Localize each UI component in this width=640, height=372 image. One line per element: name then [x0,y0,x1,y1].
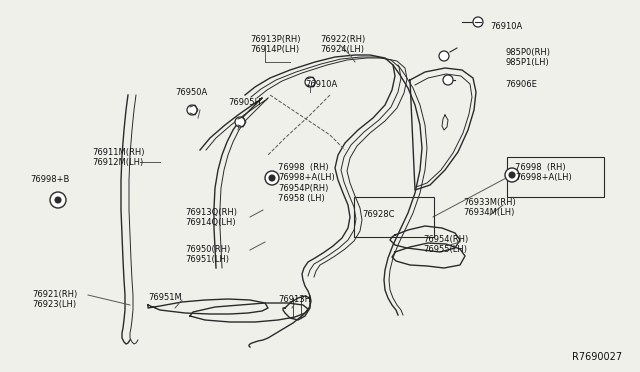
Circle shape [235,117,245,127]
Circle shape [509,172,515,178]
Text: 76910A: 76910A [305,80,337,89]
Circle shape [505,168,519,182]
Text: 76950(RH)
76951(LH): 76950(RH) 76951(LH) [185,245,230,264]
Text: 76905H: 76905H [228,98,261,107]
Text: 76954(RH)
76955(LH): 76954(RH) 76955(LH) [423,235,468,254]
Circle shape [187,105,197,115]
Circle shape [439,51,449,61]
Text: 76922(RH)
76924(LH): 76922(RH) 76924(LH) [320,35,365,54]
Text: 76998+B: 76998+B [30,175,69,184]
Text: 76911M(RH)
76912M(LH): 76911M(RH) 76912M(LH) [92,148,145,167]
Circle shape [50,192,66,208]
Text: 76928C: 76928C [362,210,394,219]
Circle shape [265,171,279,185]
Text: 76921(RH)
76923(LH): 76921(RH) 76923(LH) [32,290,77,310]
Text: 76910A: 76910A [490,22,522,31]
Text: R7690027: R7690027 [572,352,622,362]
Text: 76906E: 76906E [505,80,537,89]
Circle shape [55,197,61,203]
Text: 76933M(RH)
76934M(LH): 76933M(RH) 76934M(LH) [463,198,516,217]
Text: 76913Q(RH)
76914Q(LH): 76913Q(RH) 76914Q(LH) [185,208,237,227]
Circle shape [473,17,483,27]
Circle shape [443,75,453,85]
Circle shape [269,175,275,181]
Text: 76998  (RH)
76998+A(LH): 76998 (RH) 76998+A(LH) [515,163,572,182]
Text: 76998  (RH)
76998+A(LH)
76954P(RH)
76958 (LH): 76998 (RH) 76998+A(LH) 76954P(RH) 76958 … [278,163,335,203]
Circle shape [305,77,315,87]
Text: 985P0(RH)
985P1(LH): 985P0(RH) 985P1(LH) [505,48,550,67]
Text: 76913P(RH)
76914P(LH): 76913P(RH) 76914P(LH) [250,35,301,54]
Text: 76951M: 76951M [148,293,182,302]
Text: 76913H: 76913H [278,295,311,304]
Text: 76950A: 76950A [175,88,207,97]
